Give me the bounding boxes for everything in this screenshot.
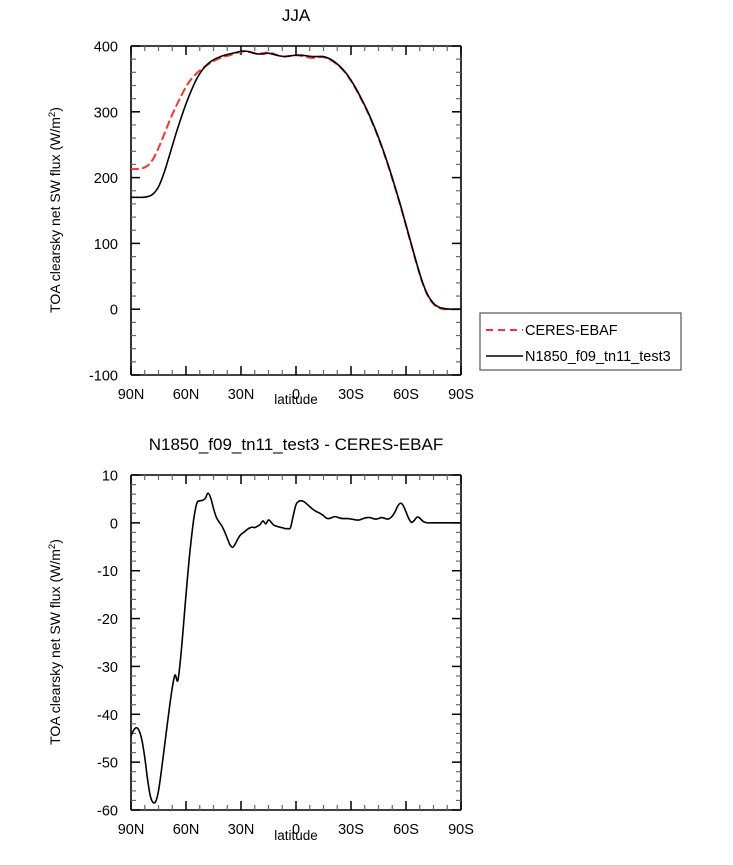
ytick-label: -100 (89, 369, 118, 385)
ytick-label: 0 (110, 303, 118, 319)
xtick-label: 30S (338, 387, 364, 403)
ytick-label: -40 (97, 708, 118, 724)
xtick-label: 90S (448, 822, 474, 838)
ytick-label: -50 (97, 756, 118, 772)
yaxis-label-bottom: TOA clearsky net SW flux (W/m2) (47, 539, 63, 745)
ytick-label: -30 (97, 660, 118, 676)
series-line (131, 492, 461, 804)
yaxis-label-main: TOA clearsky net SW flux (W/m (47, 549, 63, 745)
yaxis-label-tail: ) (47, 539, 63, 544)
series-group-top (131, 50, 461, 311)
panel-bottom: N1850_f09_tn11_test3 - CERES-EBAF 90N 60N 3… (47, 435, 474, 843)
ytick-label: 100 (94, 237, 118, 253)
xtick-label: 0 (292, 822, 300, 838)
xtick-label: 60S (393, 822, 419, 838)
xtick-label: 30S (338, 822, 364, 838)
panel-title-bottom: N1850_f09_tn11_test3 - CERES-EBAF (149, 435, 444, 454)
ytick-label: -20 (97, 612, 118, 628)
yaxis-label-tail: ) (47, 107, 63, 112)
xtick-label: 90N (118, 822, 145, 838)
ytick-label: -60 (97, 804, 118, 820)
series-group-bottom (131, 492, 461, 804)
legend: CERES-EBAF N1850_f09_tn11_test3 (479, 312, 682, 371)
yaxis-label-superscript: 2 (47, 544, 58, 549)
panel-top: JJA 90N 60N 30N 0 30S 60S 90S -100 0 100 200 300 400 l… (47, 6, 474, 407)
xtick-label: 60N (173, 387, 200, 403)
yaxis-label-top: TOA clearsky net SW flux (W/m2) (47, 107, 63, 313)
xtick-label: 90N (118, 387, 145, 403)
xaxis-label-top: latitude (274, 392, 318, 407)
xtick-label: 90S (448, 387, 474, 403)
xtick-label: 0 (292, 387, 300, 403)
yaxis-label-main: TOA clearsky net SW flux (W/m (47, 117, 63, 313)
xtick-label: 60S (393, 387, 419, 403)
ytick-label: 200 (94, 171, 118, 187)
xtick-label: 30N (228, 387, 255, 403)
legend-box[interactable] (479, 312, 682, 371)
ytick-label: -10 (97, 564, 118, 580)
legend-label-2: N1850_f09_tn11_test3 (525, 349, 671, 365)
xaxis-label-bottom: latitude (274, 828, 318, 843)
ytick-label: 0 (110, 516, 118, 532)
ytick-label: 10 (102, 469, 118, 485)
ytick-label: 400 (94, 40, 118, 56)
series-line (131, 50, 461, 311)
yaxis-label-superscript: 2 (47, 112, 58, 117)
xtick-label: 30N (228, 822, 255, 838)
ytick-label: 300 (94, 105, 118, 121)
series-line (131, 50, 461, 311)
legend-label-1: CERES-EBAF (525, 323, 618, 339)
panel-title-top: JJA (282, 6, 311, 25)
xtick-label: 60N (173, 822, 200, 838)
